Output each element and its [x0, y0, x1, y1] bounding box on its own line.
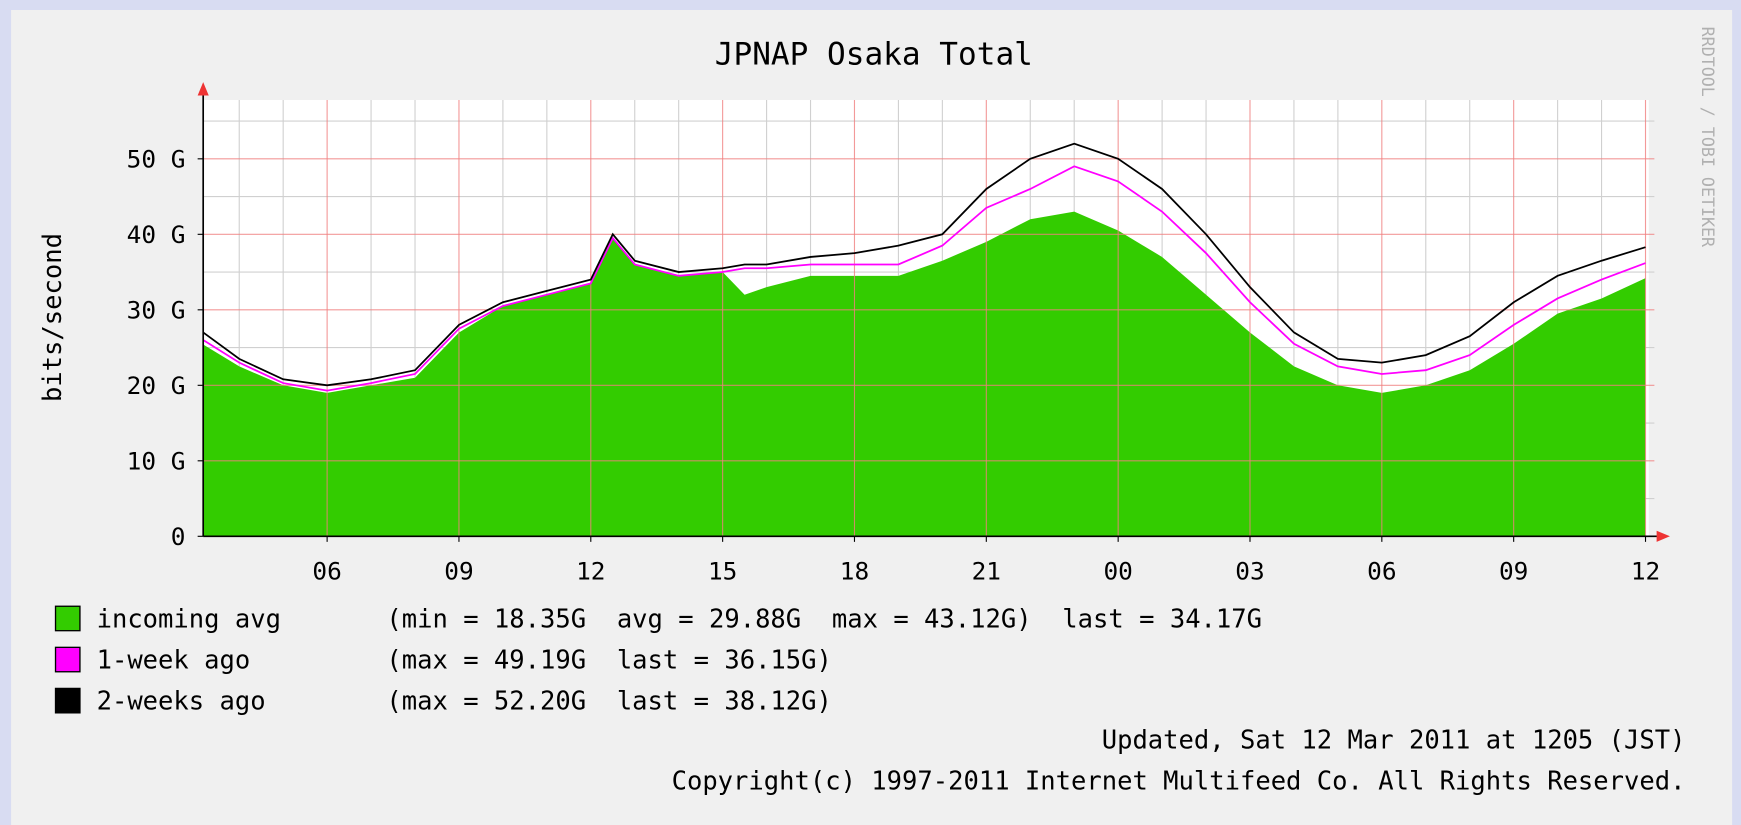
- plot-layer: 0 10 G 20 G 30 G 40 G 50 G 06 09 12 15 18 21 00 03 06 0…: [54, 82, 1670, 717]
- x-tick-label: 12: [576, 557, 605, 586]
- x-tick-label: 09: [444, 557, 473, 586]
- legend-swatch: [54, 687, 81, 714]
- x-tick-label: 00: [1103, 557, 1132, 586]
- x-tick-label: 06: [1367, 557, 1396, 586]
- x-tick-label: 21: [972, 557, 1001, 586]
- y-tick-label: 50 G: [127, 145, 186, 174]
- y-tick-label: 0: [171, 522, 186, 551]
- legend-swatch: [54, 605, 81, 632]
- updated-note: Updated, Sat 12 Mar 2011 at 1205 (JST): [1102, 725, 1686, 755]
- x-tick-label: 18: [840, 557, 869, 586]
- x-tick-label: 06: [312, 557, 341, 586]
- x-tick-label: 09: [1499, 557, 1528, 586]
- watermark: RRDTOOL / TOBI OETIKER: [1698, 27, 1717, 248]
- x-tick-label: 12: [1631, 557, 1660, 586]
- y-tick-label: 20 G: [127, 371, 186, 400]
- y-tick-label: 10 G: [127, 447, 186, 476]
- line: [202, 142, 1646, 387]
- line: [202, 165, 1646, 392]
- legend-label: 1-week ago: [97, 645, 251, 675]
- legend-label: incoming avg: [97, 604, 281, 634]
- legend-stats: (min = 18.35G avg = 29.88G max = 43.12G)…: [386, 604, 1262, 634]
- area: [203, 211, 1646, 537]
- legend-stats: (max = 52.20G last = 38.12G): [386, 687, 831, 717]
- x-axis-arrow: [1656, 530, 1670, 542]
- x-tick-label: 03: [1235, 557, 1264, 586]
- legend-label: 2-weeks ago: [97, 687, 266, 717]
- legend-swatch: [54, 646, 81, 673]
- x-tick-label: 15: [708, 557, 737, 586]
- copyright: Copyright(c) 1997-2011 Internet Multifee…: [672, 766, 1686, 796]
- y-tick-label: 40 G: [127, 220, 186, 249]
- y-axis-label: bits/second: [38, 233, 68, 402]
- y-tick-label: 30 G: [127, 296, 186, 325]
- chart-title: JPNAP Osaka Total: [715, 36, 1033, 72]
- legend-stats: (max = 49.19G last = 36.15G): [386, 645, 831, 675]
- y-axis-arrow: [197, 82, 209, 96]
